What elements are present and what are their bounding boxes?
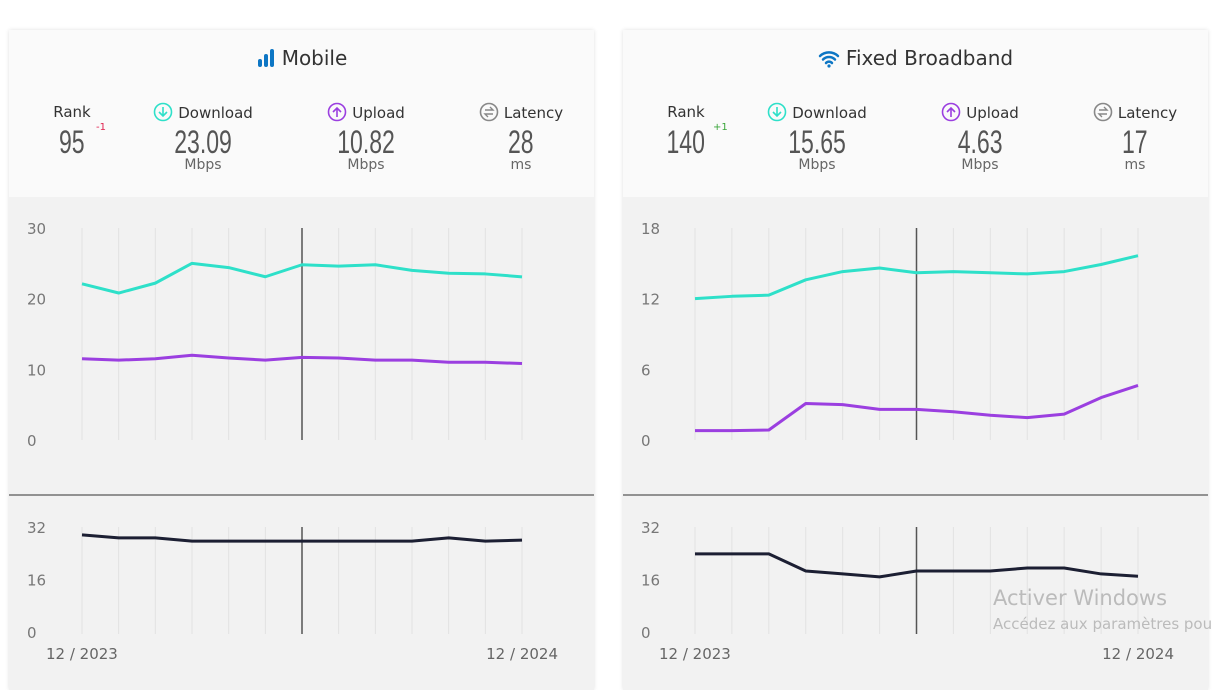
mobile-card: Mobile Rank 95 -1 Download 23.09 Mbps Up… (9, 30, 594, 690)
upload-icon (327, 104, 352, 122)
y-tick-label: 16 (641, 572, 660, 590)
x-tick-label: 12 / 2023 (659, 645, 731, 663)
download-stat: Download 15.65 Mbps (757, 102, 877, 173)
latency-icon (479, 104, 504, 122)
x-tick-label: 12 / 2024 (1102, 645, 1174, 663)
download-stat: Download 23.09 Mbps (143, 102, 263, 173)
card-title: Fixed Broadband (846, 46, 1013, 70)
y-tick-label: 0 (641, 432, 651, 450)
download-value: 23.09 (174, 124, 232, 161)
card-title: Mobile (282, 46, 348, 70)
upload-label: Upload (352, 104, 405, 122)
rank-delta: +1 (713, 122, 728, 133)
rank-stat: Rank 140 (626, 102, 746, 161)
upload-icon (941, 104, 966, 122)
y-tick-label: 16 (27, 572, 46, 590)
y-tick-label: 30 (27, 220, 46, 238)
latency-stat: Latency 17 ms (1075, 102, 1195, 173)
y-tick-label: 6 (641, 361, 651, 379)
download-value: 15.65 (788, 124, 846, 161)
latency-label: Latency (504, 104, 563, 122)
latency-value: 17 (1122, 124, 1148, 161)
upload-stat: Upload 10.82 Mbps (306, 102, 426, 173)
speed-chart: 0 10 20 30 0 16 32 12 / 2023 12 / 2024 (9, 197, 594, 690)
latency-icon (1093, 104, 1118, 122)
latency-stat: Latency 28 ms (461, 102, 581, 173)
latency-value: 28 (508, 124, 534, 161)
card-header: Mobile Rank 95 -1 Download 23.09 Mbps Up… (9, 30, 594, 197)
x-tick-label: 12 / 2023 (46, 645, 118, 663)
y-tick-label: 0 (27, 432, 37, 450)
rank-value: 140 (667, 124, 705, 161)
rank-value: 95 (59, 124, 85, 161)
card-header: Fixed Broadband Rank 140 +1 Download 15.… (623, 30, 1208, 197)
y-tick-label: 0 (27, 624, 37, 642)
y-tick-label: 18 (641, 220, 660, 238)
y-tick-label: 20 (27, 291, 46, 309)
download-icon (153, 104, 178, 122)
rank-label: Rank (12, 103, 132, 121)
download-label: Download (792, 104, 867, 122)
upload-label: Upload (966, 104, 1019, 122)
windows-watermark-text: Accédez aux paramètres pou (993, 615, 1212, 633)
y-tick-label: 32 (27, 519, 46, 537)
upload-value: 4.63 (958, 124, 1003, 161)
y-tick-label: 32 (641, 519, 660, 537)
latency-label: Latency (1118, 104, 1177, 122)
rank-label: Rank (626, 103, 746, 121)
download-icon (767, 104, 792, 122)
upload-value: 10.82 (337, 124, 395, 161)
upload-stat: Upload 4.63 Mbps (920, 102, 1040, 173)
signal-bars-icon (256, 46, 282, 70)
y-tick-label: 12 (641, 291, 660, 309)
x-tick-label: 12 / 2024 (486, 645, 558, 663)
rank-delta: -1 (96, 122, 106, 133)
y-tick-label: 10 (27, 361, 46, 379)
wifi-icon (818, 46, 846, 70)
download-label: Download (178, 104, 253, 122)
rank-stat: Rank 95 (12, 102, 132, 161)
windows-watermark-title: Activer Windows (993, 586, 1167, 610)
y-tick-label: 0 (641, 624, 651, 642)
